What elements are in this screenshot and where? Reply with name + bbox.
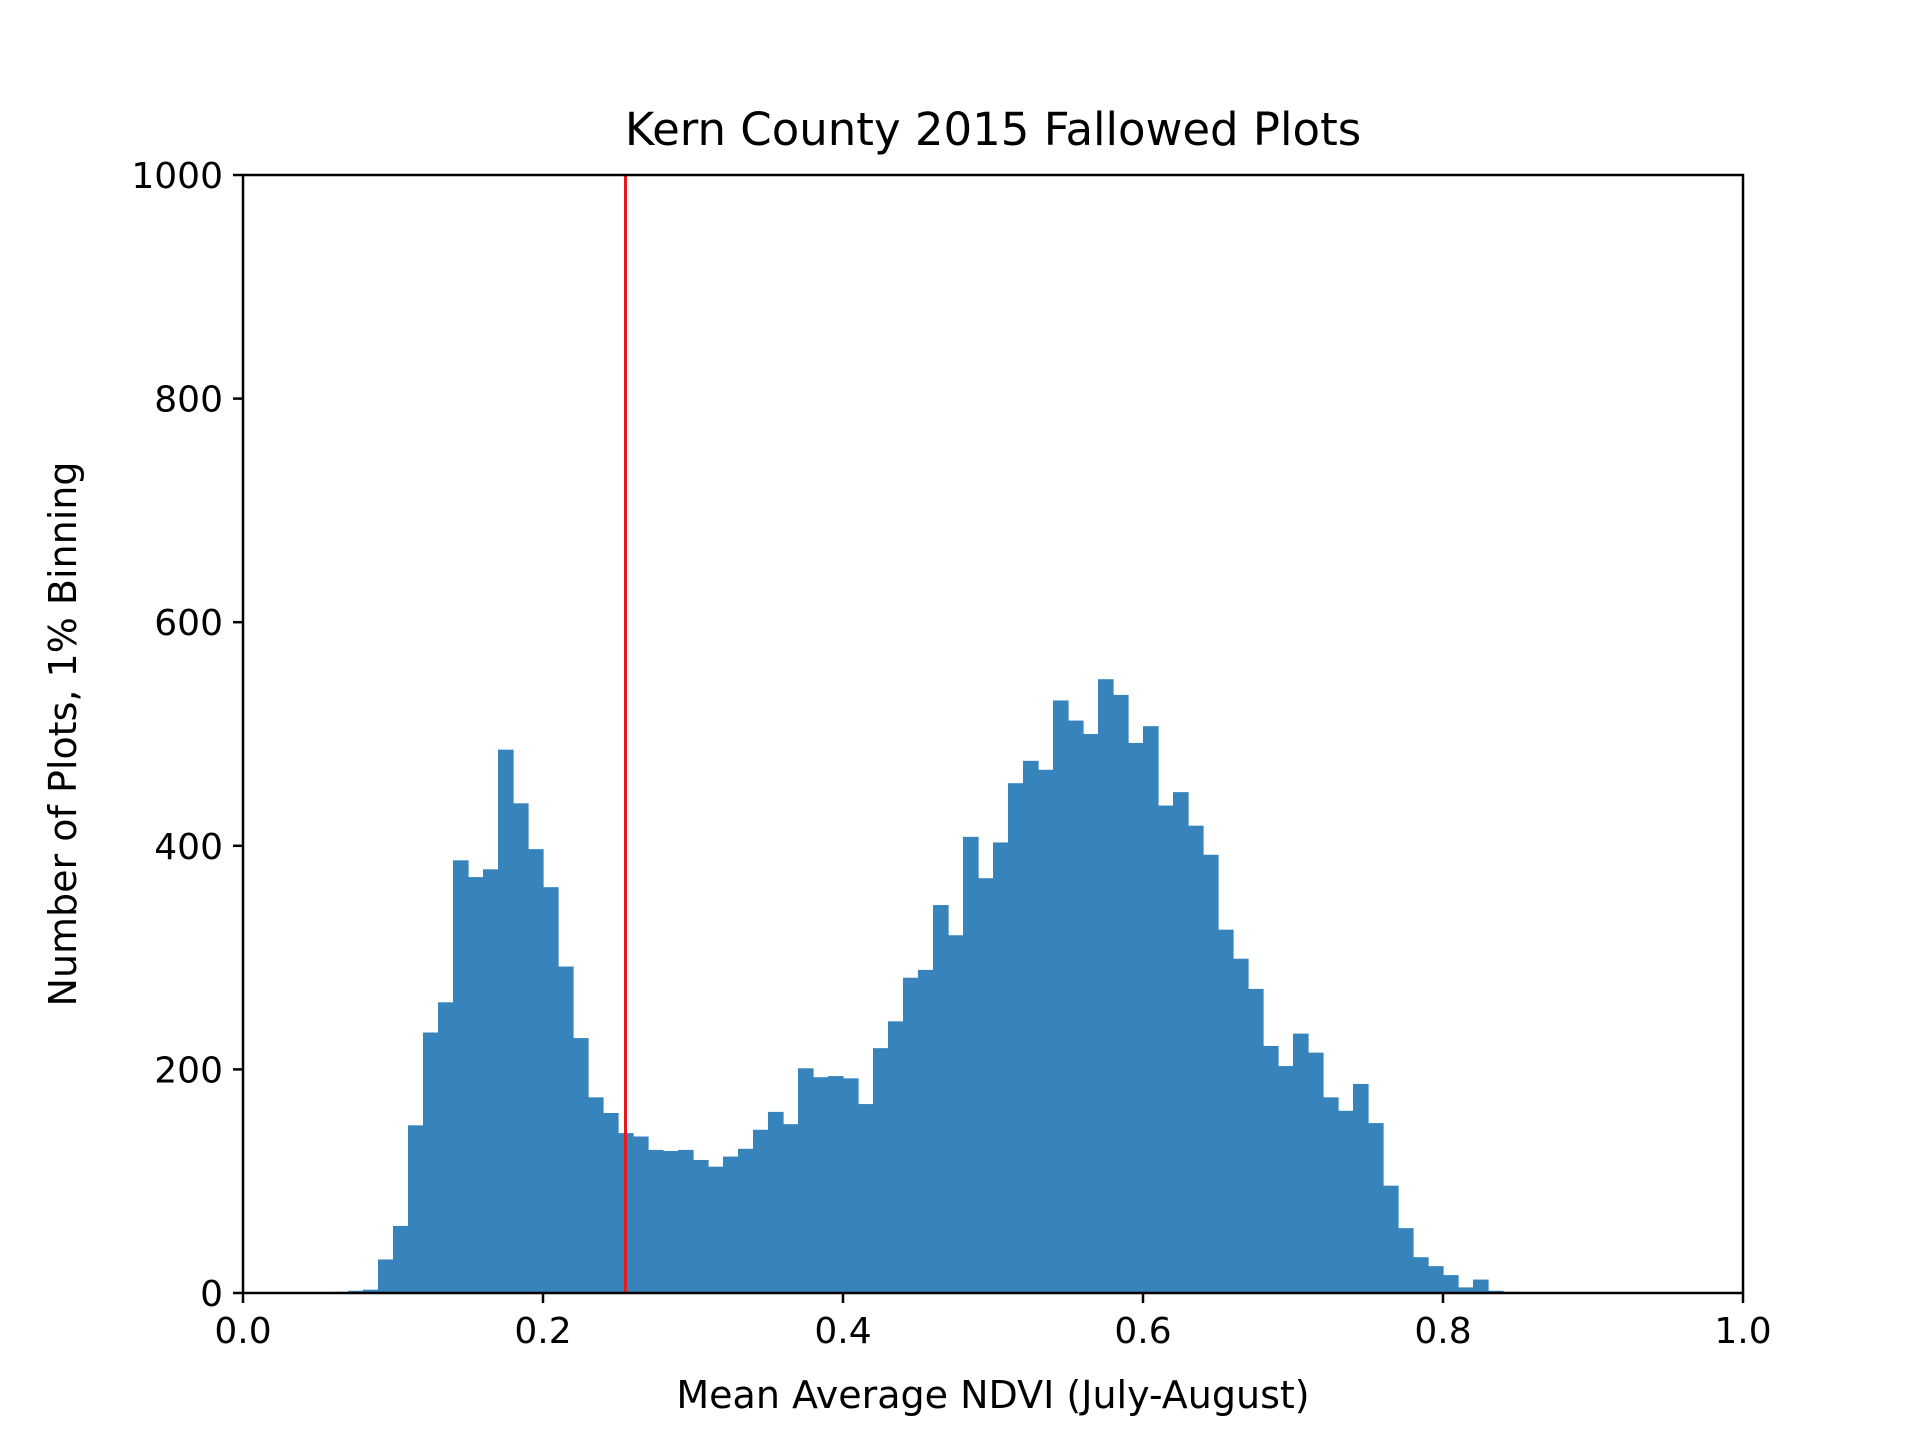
histogram-bar bbox=[1308, 1052, 1324, 1293]
histogram-bar bbox=[888, 1021, 904, 1293]
histogram-bar bbox=[693, 1159, 709, 1293]
histogram-bar bbox=[1098, 679, 1114, 1293]
histogram-bar bbox=[948, 935, 964, 1293]
y-tick-label: 600 bbox=[154, 603, 223, 644]
histogram-bar bbox=[828, 1076, 844, 1293]
histogram-bar bbox=[1173, 792, 1189, 1293]
histogram-bar bbox=[513, 803, 529, 1293]
histogram-bar bbox=[648, 1149, 664, 1293]
y-tick-label: 1000 bbox=[131, 156, 223, 197]
histogram-bar bbox=[378, 1259, 394, 1293]
x-tick-label: 0.2 bbox=[514, 1311, 571, 1352]
histogram-bar bbox=[588, 1097, 604, 1293]
histogram-bar bbox=[1278, 1066, 1294, 1293]
histogram-bar bbox=[708, 1166, 724, 1293]
histogram-bar bbox=[1068, 720, 1084, 1293]
histogram-bar bbox=[993, 842, 1009, 1293]
histogram-bar bbox=[1293, 1033, 1309, 1293]
histogram-bar bbox=[873, 1048, 889, 1293]
plot-frame bbox=[241, 173, 1745, 1295]
histogram-bar bbox=[1443, 1275, 1459, 1293]
histogram-bar bbox=[1473, 1279, 1489, 1293]
histogram-bar bbox=[1263, 1045, 1279, 1293]
histogram-bar bbox=[483, 869, 499, 1293]
histogram-bar bbox=[468, 877, 484, 1293]
chart-title: Kern County 2015 Fallowed Plots bbox=[625, 103, 1361, 156]
histogram-bar bbox=[1143, 726, 1159, 1293]
histogram-bar bbox=[1038, 769, 1054, 1293]
histogram-bar bbox=[1338, 1110, 1354, 1293]
x-axis-label: Mean Average NDVI (July-August) bbox=[676, 1373, 1309, 1417]
histogram-bar bbox=[1428, 1266, 1444, 1293]
histogram-bar bbox=[423, 1032, 439, 1293]
histogram-bar bbox=[918, 969, 934, 1293]
histogram-bar bbox=[1353, 1083, 1369, 1293]
histogram-bar bbox=[1053, 700, 1069, 1293]
x-tick-label: 0.4 bbox=[814, 1311, 871, 1352]
x-tick-label: 1.0 bbox=[1714, 1311, 1771, 1352]
histogram-bar bbox=[1413, 1257, 1429, 1293]
histogram-bar bbox=[543, 887, 559, 1293]
x-tick-label: 0.6 bbox=[1114, 1311, 1171, 1352]
histogram-bar bbox=[723, 1156, 739, 1293]
histogram-bar bbox=[1248, 988, 1264, 1293]
histogram-bar bbox=[498, 749, 514, 1293]
histogram-bar bbox=[453, 860, 469, 1293]
histogram-bar bbox=[1128, 742, 1144, 1293]
y-tick-label: 0 bbox=[200, 1274, 223, 1315]
histogram-bar bbox=[843, 1078, 859, 1293]
histogram-bar bbox=[663, 1151, 679, 1293]
x-axis-ticks: 0.0 0.2 0.4 0.6 0.8 1.0 bbox=[214, 1293, 1772, 1352]
histogram-bar bbox=[1458, 1287, 1474, 1293]
x-tick-label: 0.8 bbox=[1414, 1311, 1471, 1352]
y-axis-ticks: 0 200 400 600 800 1000 bbox=[131, 156, 243, 1315]
y-tick-label: 400 bbox=[154, 827, 223, 868]
histogram-bar bbox=[1383, 1185, 1399, 1293]
histogram-bar bbox=[1203, 854, 1219, 1293]
x-tick-label: 0.0 bbox=[214, 1311, 271, 1352]
y-axis-label: Number of Plots, 1% Binning bbox=[41, 462, 85, 1007]
histogram-bar bbox=[1218, 929, 1234, 1293]
histogram-bar bbox=[933, 905, 949, 1293]
histogram-bar bbox=[738, 1148, 754, 1293]
histogram-bar bbox=[1023, 760, 1039, 1293]
histogram-bar bbox=[1368, 1123, 1384, 1293]
histogram-bar bbox=[408, 1125, 424, 1293]
histogram-bar bbox=[633, 1136, 649, 1293]
histogram-bar bbox=[813, 1077, 829, 1293]
histogram-bar bbox=[573, 1038, 589, 1293]
histogram-bar bbox=[1008, 783, 1024, 1293]
y-tick-label: 800 bbox=[154, 380, 223, 421]
y-tick-label: 200 bbox=[154, 1050, 223, 1091]
histogram-bar bbox=[978, 878, 994, 1293]
histogram-bar bbox=[1398, 1228, 1414, 1293]
histogram-bar bbox=[1233, 958, 1249, 1293]
histogram-bar bbox=[1083, 734, 1099, 1293]
histogram-bar bbox=[963, 836, 979, 1293]
histogram-bar bbox=[558, 966, 574, 1293]
histogram-bar bbox=[1158, 805, 1174, 1293]
histogram-bar bbox=[753, 1129, 769, 1293]
histogram-bar bbox=[678, 1149, 694, 1293]
bars-layer bbox=[333, 679, 1519, 1293]
histogram-bar bbox=[798, 1068, 814, 1293]
histogram-bar bbox=[528, 849, 544, 1293]
histogram-bar bbox=[783, 1124, 799, 1293]
histogram-bar bbox=[1113, 694, 1129, 1293]
histogram-bar bbox=[1188, 825, 1204, 1293]
histogram-bar bbox=[768, 1111, 784, 1293]
histogram-bar bbox=[858, 1104, 874, 1293]
histogram-bar bbox=[1323, 1097, 1339, 1293]
histogram-bar bbox=[438, 1002, 454, 1293]
histogram-bar bbox=[903, 977, 919, 1293]
histogram-bar bbox=[393, 1225, 409, 1293]
histogram-bar bbox=[363, 1289, 379, 1293]
histogram-bar bbox=[603, 1113, 619, 1293]
